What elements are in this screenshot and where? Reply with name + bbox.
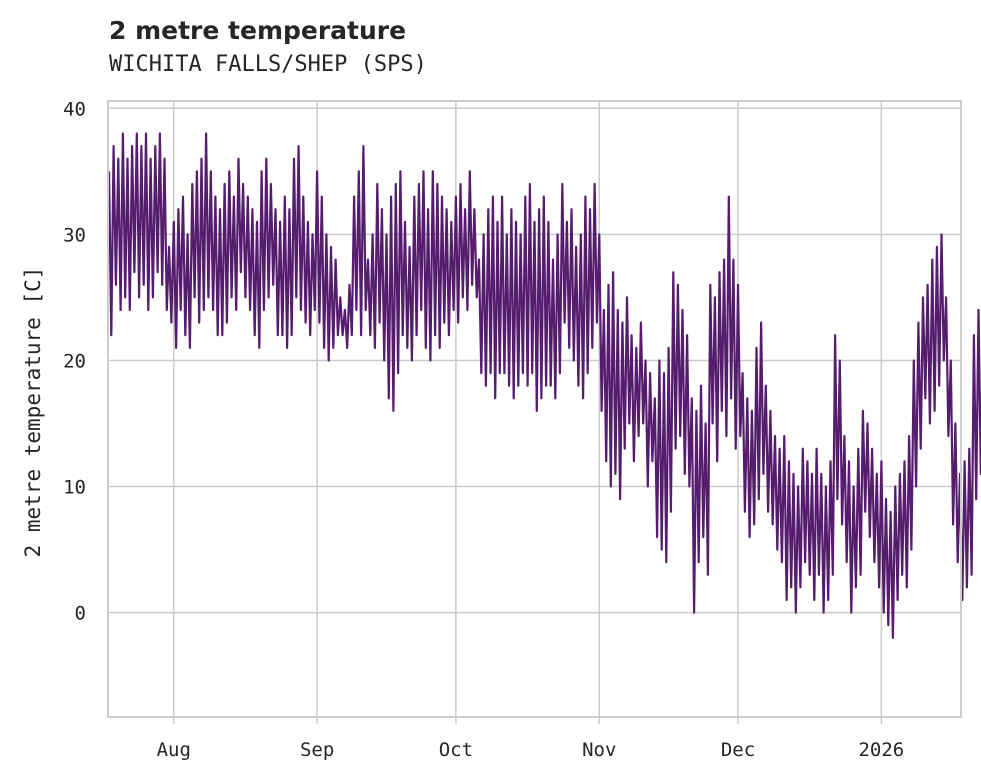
x-tick-label: 2026: [858, 739, 904, 761]
x-tick-label: Oct: [439, 739, 473, 761]
x-tick-label: Nov: [582, 739, 616, 761]
x-tick-label: Aug: [157, 739, 191, 761]
x-tick-label: Sep: [300, 739, 334, 761]
x-tick-label: Dec: [721, 739, 755, 761]
series-layer: [107, 132, 981, 639]
y-axis-label: 2 metre temperature [C]: [21, 267, 45, 558]
y-tick-label: 10: [63, 477, 86, 499]
chart-title: 2 metre temperature: [109, 16, 407, 45]
y-tick-label: 20: [63, 350, 86, 372]
grid-lines: [109, 102, 960, 716]
tick-layer: 0 10 20 30 40 Aug Sep Oct Nov Dec 2026: [63, 98, 904, 761]
chart-subtitle: WICHITA FALLS/SHEP (SPS): [109, 52, 427, 77]
y-tick-label: 30: [63, 224, 86, 246]
plot-frame: [107, 100, 962, 718]
y-tick-label: 40: [63, 98, 86, 120]
temperature-line: [107, 132, 981, 639]
y-tick-label: 0: [75, 603, 86, 625]
